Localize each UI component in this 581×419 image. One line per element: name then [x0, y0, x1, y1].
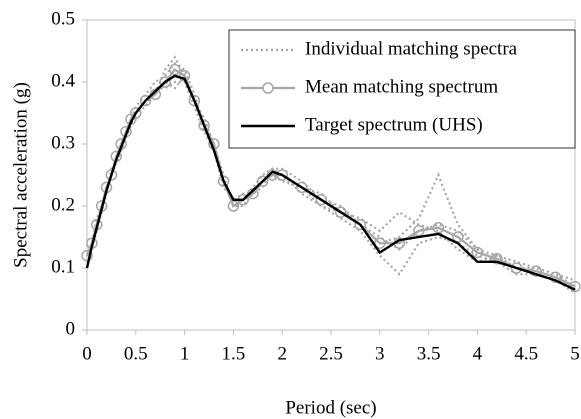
series-marker	[510, 262, 523, 274]
series-line	[85, 74, 576, 291]
series-marker	[295, 181, 308, 194]
series-marker	[198, 119, 210, 132]
x-tick-label: 1.5	[222, 343, 246, 364]
legend: Individual matching spectra Mean matching…	[228, 29, 576, 149]
series-marker	[188, 94, 201, 107]
series-marker	[247, 187, 259, 200]
y-axis-label: Spectral acceleration (g)	[10, 82, 31, 268]
series-marker	[374, 237, 386, 249]
series-marker	[315, 194, 327, 206]
y-tick-label: 0	[66, 318, 76, 339]
legend-label: Individual matching spectra	[305, 38, 518, 59]
x-tick-label: 3	[375, 343, 385, 364]
series-marker	[217, 175, 230, 187]
y-tick-label: 0.2	[51, 194, 75, 215]
legend-label: Target spectrum (UHS)	[305, 114, 483, 135]
y-tick-label: 0.3	[51, 132, 75, 153]
x-tick-label: 0	[82, 343, 92, 364]
series-line	[86, 80, 576, 294]
x-tick-label: 2	[277, 343, 287, 364]
y-tick-label: 0.4	[51, 70, 75, 91]
x-tick-label: 1	[180, 343, 190, 364]
x-tick-label: 0.5	[124, 343, 148, 364]
series-marker	[354, 218, 367, 231]
x-tick-label: 5	[570, 343, 580, 364]
y-tick-label: 0.1	[51, 256, 75, 277]
series-marker	[335, 206, 347, 218]
series-marker	[471, 246, 484, 259]
series-marker	[130, 107, 142, 119]
series-marker	[276, 169, 288, 181]
series-marker	[81, 249, 93, 262]
series-marker	[105, 169, 118, 181]
x-tick-label: 3.5	[417, 343, 441, 364]
series-marker	[549, 271, 562, 284]
series-marker	[256, 175, 269, 187]
series-marker	[491, 252, 503, 265]
legend-label: Mean matching spectrum	[305, 76, 498, 97]
y-tick-label: 0.5	[51, 8, 75, 29]
legend-marker	[262, 82, 274, 94]
series-marker	[530, 265, 542, 277]
series-marker	[149, 88, 162, 101]
series-marker	[139, 94, 152, 107]
x-tick-label: 4.5	[514, 343, 538, 364]
series-marker	[159, 76, 171, 88]
x-tick-label: 2.5	[319, 343, 343, 364]
x-axis-label: Period (sec)	[285, 397, 376, 418]
x-tick-label: 4	[473, 343, 483, 364]
